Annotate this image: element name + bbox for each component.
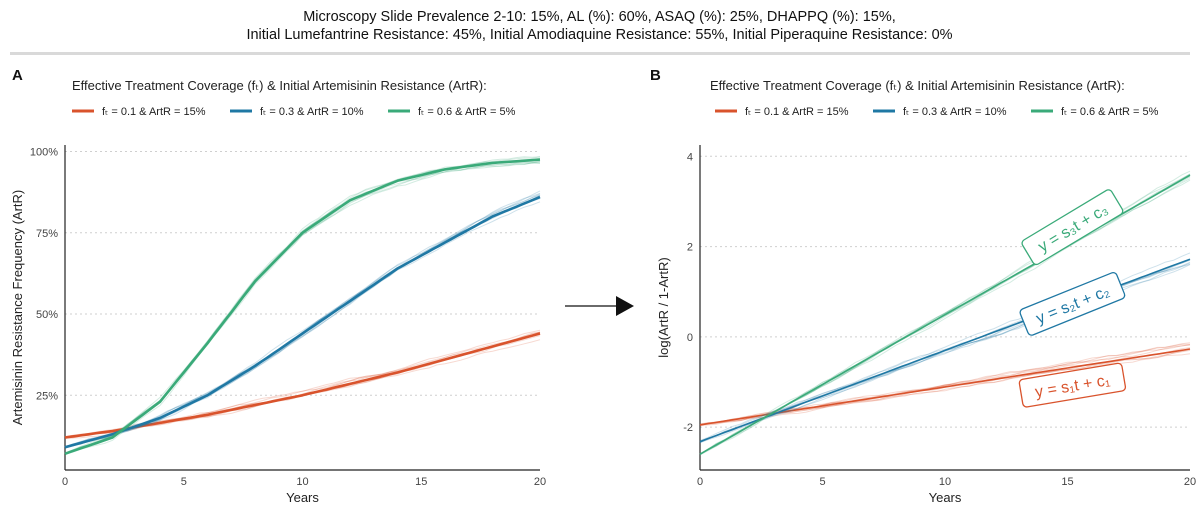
equation-box xyxy=(1018,362,1127,408)
x-tick-label: 15 xyxy=(1061,476,1073,488)
x-tick-label: 10 xyxy=(296,476,308,488)
legend: fₜ = 0.1 & ArtR = 15% fₜ = 0.3 & ArtR = 1… xyxy=(72,106,516,118)
replicate-trace-red xyxy=(699,353,1191,426)
replicate-trace-green xyxy=(64,160,541,454)
x-tick-label: 5 xyxy=(819,476,825,488)
panel-label: B xyxy=(650,67,661,84)
y-tick-label: 0 xyxy=(687,332,693,344)
figure-title: Microscopy Slide Prevalence 2-10: 15%, A… xyxy=(0,8,1199,44)
series-line-blue xyxy=(64,195,541,449)
y-tick-label: 75% xyxy=(36,228,58,240)
x-tick-label: 20 xyxy=(1184,476,1196,488)
y-tick-label: 100% xyxy=(30,147,58,159)
x-tick-label: 15 xyxy=(415,476,427,488)
y-tick-label: 4 xyxy=(687,151,693,163)
replicate-trace-green xyxy=(64,157,541,455)
y-axis-label: Artemisinin Resistance Frequency (ArtR) xyxy=(10,190,25,426)
replicate-trace-red xyxy=(64,331,541,438)
replicate-trace-green xyxy=(64,156,541,454)
y-tick-label: 50% xyxy=(36,309,58,321)
replicate-trace-green xyxy=(64,160,541,455)
x-tick-label: 10 xyxy=(939,476,951,488)
x-axis-label: Years xyxy=(929,490,962,505)
figure-title-line-1: Microscopy Slide Prevalence 2-10: 15%, A… xyxy=(303,9,896,25)
legend-label-blue: fₜ = 0.3 & ArtR = 10% xyxy=(903,106,1007,118)
equation-label-green: y = s₃t + c₃ xyxy=(1021,189,1124,266)
replicate-trace-green xyxy=(64,162,541,455)
arrow-head xyxy=(616,296,634,316)
legend-label-green: fₜ = 0.6 & ArtR = 5% xyxy=(418,106,516,118)
y-axis-label: log(ArtR / 1-ArtR) xyxy=(656,257,671,357)
x-tick-label: 20 xyxy=(534,476,546,488)
legend-title: Effective Treatment Coverage (fₜ) & Init… xyxy=(72,78,487,93)
series-line-red xyxy=(64,332,541,439)
replicate-trace-blue xyxy=(64,201,541,447)
panel-a: A Effective Treatment Coverage (fₜ) & Ini… xyxy=(10,67,546,505)
legend-label-green: fₜ = 0.6 & ArtR = 5% xyxy=(1061,106,1159,118)
legend-label-red: fₜ = 0.1 & ArtR = 15% xyxy=(745,106,849,118)
y-tick-label: -2 xyxy=(683,422,693,434)
legend-label-red: fₜ = 0.1 & ArtR = 15% xyxy=(102,106,206,118)
x-axis-label: Years xyxy=(286,490,319,505)
replicate-trace-red xyxy=(699,349,1191,426)
y-tick-label: 2 xyxy=(687,242,693,254)
replicate-trace-green xyxy=(64,156,541,455)
series-line-red xyxy=(699,348,1191,426)
replicate-trace-green xyxy=(64,162,541,455)
legend-title: Effective Treatment Coverage (fₜ) & Init… xyxy=(710,78,1125,93)
x-tick-label: 0 xyxy=(62,476,68,488)
equation-box xyxy=(1021,189,1124,266)
replicate-trace-red xyxy=(64,335,541,437)
legend: fₜ = 0.1 & ArtR = 15% fₜ = 0.3 & ArtR = 1… xyxy=(715,106,1159,118)
x-tick-label: 5 xyxy=(181,476,187,488)
equation-box xyxy=(1019,271,1126,336)
x-tick-label: 0 xyxy=(697,476,703,488)
panel-label: A xyxy=(12,67,23,84)
legend-label-blue: fₜ = 0.3 & ArtR = 10% xyxy=(260,106,364,118)
series-line-green xyxy=(64,158,541,456)
equation-label-blue: y = s₂t + c₂ xyxy=(1019,271,1126,336)
replicate-trace-blue xyxy=(64,193,541,449)
panel-b: B Effective Treatment Coverage (fₜ) & Ini… xyxy=(650,67,1196,505)
replicate-trace-green xyxy=(64,161,541,454)
figure-title-line-2: Initial Lumefantrine Resistance: 45%, In… xyxy=(246,27,953,43)
arrow-between-panels xyxy=(565,296,634,316)
y-tick-label: 25% xyxy=(36,390,58,402)
title-divider xyxy=(10,52,1190,55)
